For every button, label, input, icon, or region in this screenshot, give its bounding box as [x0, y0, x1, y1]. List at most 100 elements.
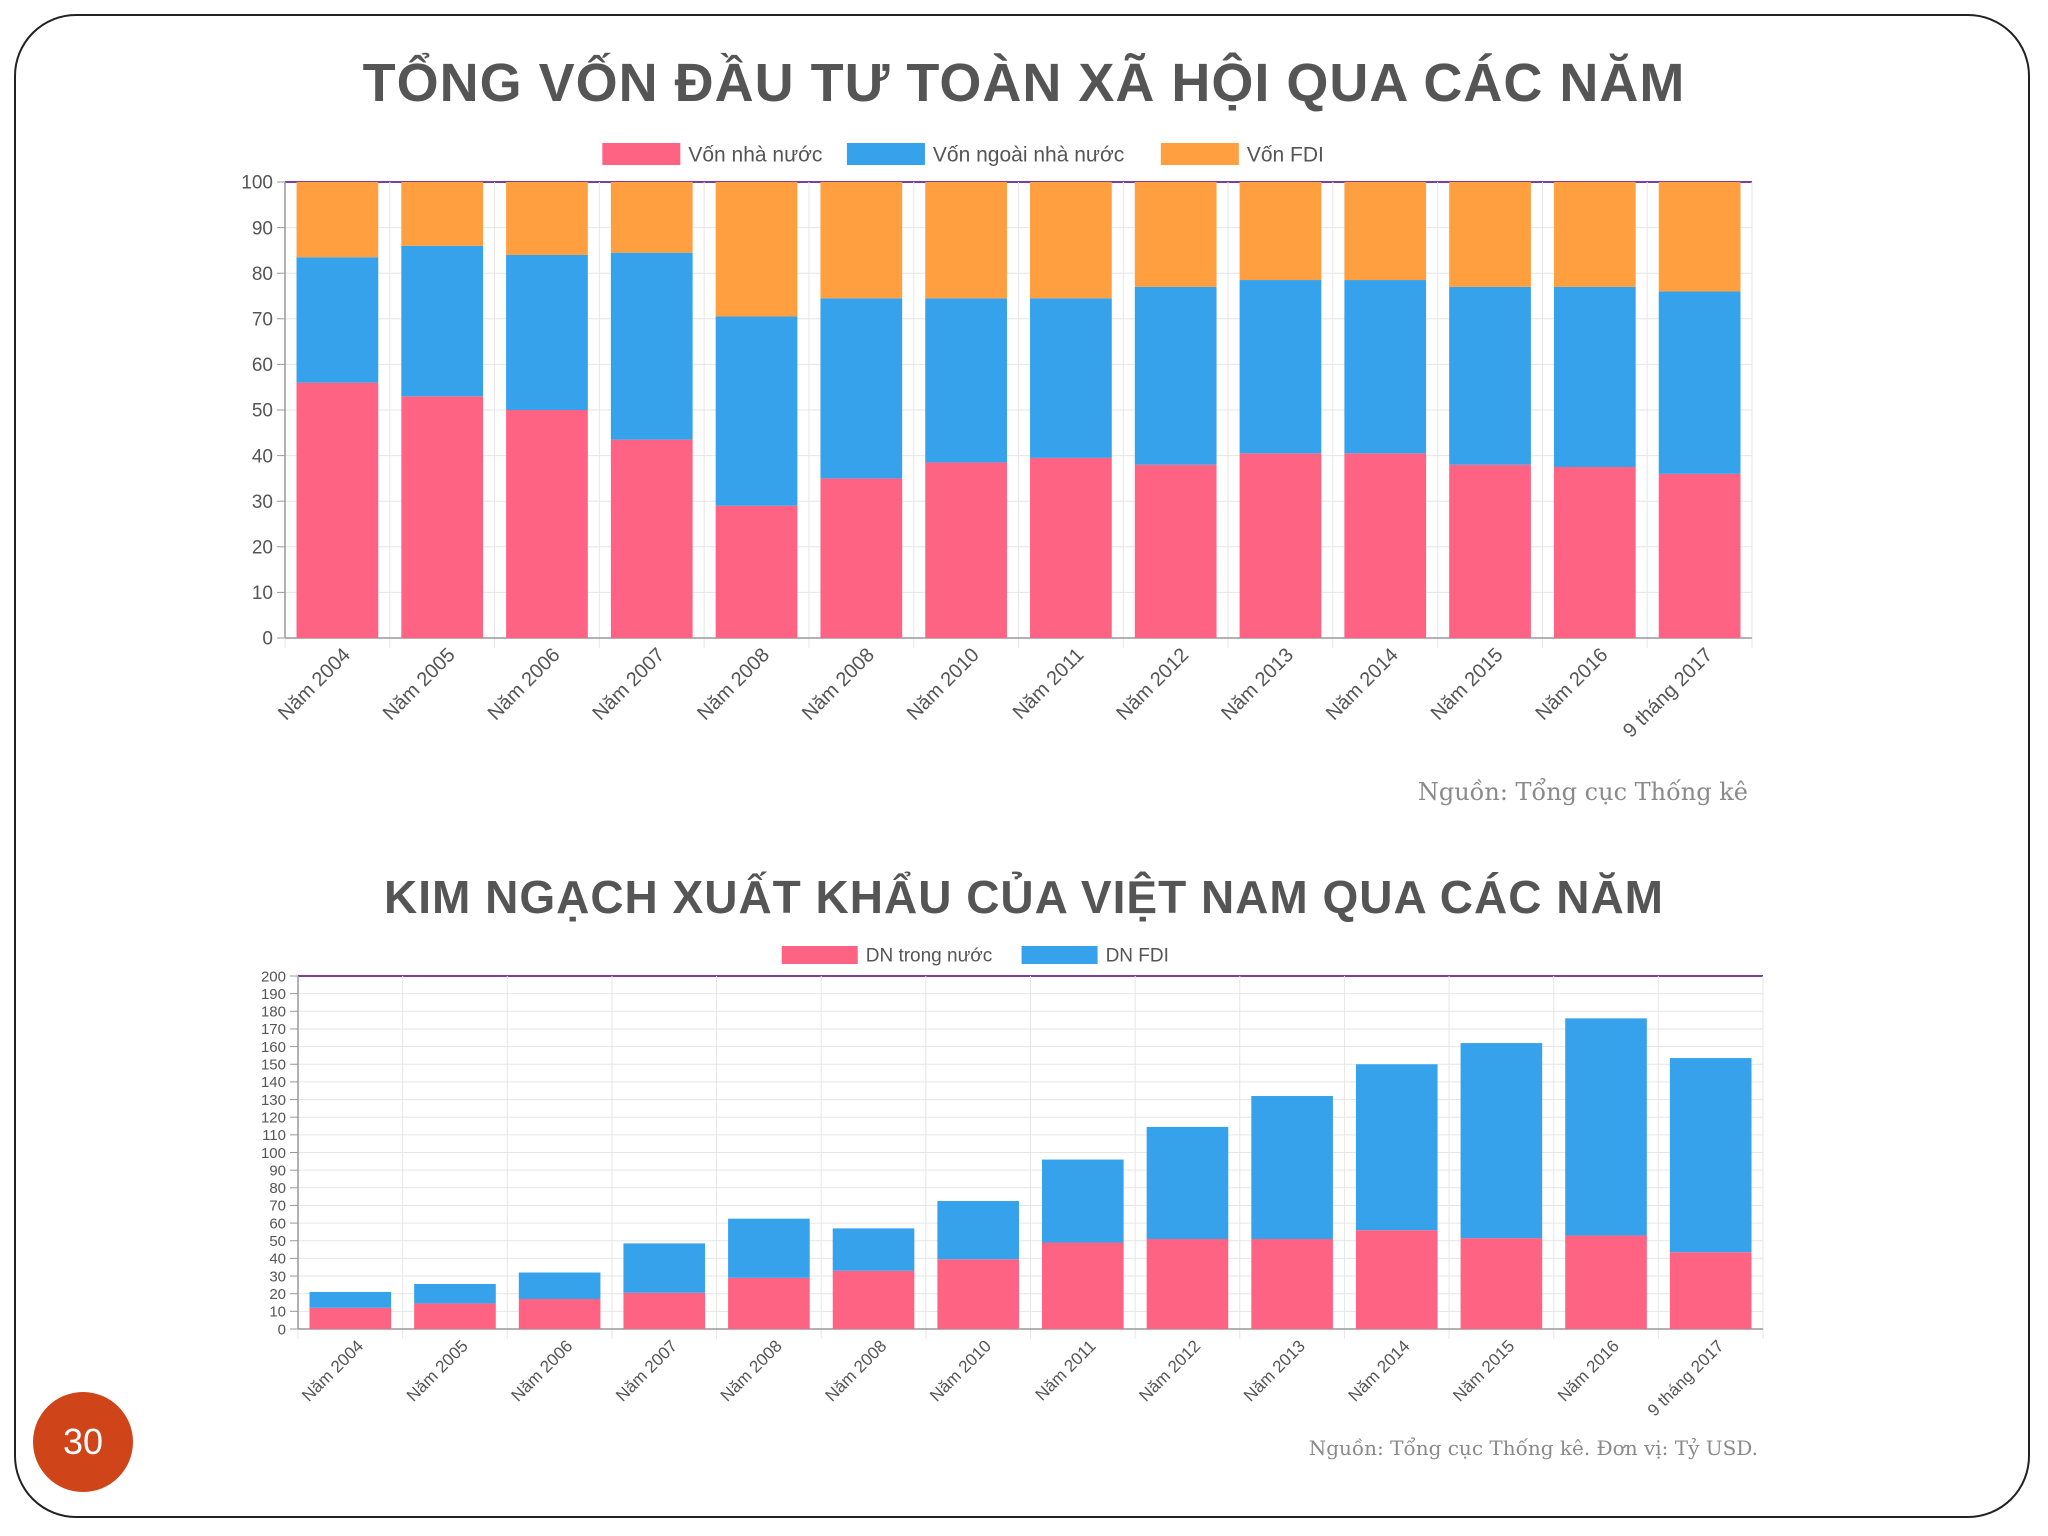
- bar-1-4: [610, 439, 693, 638]
- bar-1-12: [1460, 1238, 1543, 1329]
- bar-3-9: [1134, 182, 1217, 287]
- x-tick-label: Năm 2010: [926, 1336, 995, 1405]
- legend-label-2: Vốn ngoài nhà nước: [933, 143, 1124, 166]
- bar-2-1: [309, 1291, 392, 1308]
- y-tick-label: 180: [261, 1004, 286, 1021]
- bar-1-7: [937, 1259, 1019, 1329]
- legend-swatch-2: [846, 143, 925, 165]
- bar-2-13: [1553, 286, 1636, 467]
- source-note-exports: Nguồn: Tổng cục Thống kê. Đơn vị: Tỷ USD…: [1308, 1436, 1758, 1460]
- bar-1-2: [414, 1303, 496, 1329]
- y-tick-label: 130: [261, 1092, 286, 1109]
- source-note-investment: Nguồn: Tổng cục Thống kê: [1417, 778, 1748, 806]
- bar-2-8: [1042, 1159, 1124, 1243]
- y-tick-label: 160: [261, 1039, 286, 1056]
- bar-1-10: [1251, 1238, 1333, 1329]
- bar-2-12: [1460, 1043, 1543, 1239]
- bar-2-4: [623, 1243, 706, 1293]
- legend-swatch-3: [1160, 143, 1239, 165]
- chart-title-investment: TỔNG VỐN ĐẦU TƯ TOÀN XÃ HỘI QUA CÁC NĂM: [362, 53, 1686, 113]
- bar-1-13: [1553, 467, 1636, 638]
- bar-1-5: [715, 505, 798, 638]
- bar-2-9: [1134, 286, 1217, 465]
- legend-label-1: DN trong nước: [866, 946, 993, 967]
- y-tick-label: 0: [262, 629, 273, 650]
- bar-1-1: [296, 382, 379, 638]
- bar-2-14: [1658, 291, 1741, 474]
- bar-2-2: [414, 1283, 496, 1304]
- bar-3-13: [1553, 182, 1636, 287]
- bar-2-11: [1344, 280, 1427, 454]
- y-tick-label: 0: [278, 1321, 286, 1338]
- y-tick-label: 80: [269, 1180, 286, 1197]
- x-tick-label: Năm 2015: [1449, 1336, 1518, 1405]
- bar-2-6: [820, 298, 903, 479]
- bar-2-3: [518, 1272, 601, 1299]
- page-number-badge: 30: [33, 1392, 133, 1492]
- y-tick-label: 200: [261, 968, 286, 985]
- y-tick-label: 20: [252, 537, 273, 558]
- y-tick-label: 190: [261, 986, 286, 1003]
- x-tick-label: Năm 2006: [508, 1336, 577, 1405]
- x-tick-label: Năm 2011: [1032, 1336, 1100, 1404]
- bar-2-5: [728, 1218, 810, 1278]
- bar-3-12: [1449, 182, 1531, 287]
- bar-2-10: [1251, 1096, 1333, 1239]
- y-tick-label: 80: [252, 264, 273, 285]
- legend-label-1: Vốn nhà nước: [688, 143, 822, 166]
- bar-1-14: [1669, 1252, 1752, 1329]
- legend-swatch-2: [1021, 946, 1098, 964]
- bar-1-12: [1449, 464, 1531, 638]
- bar-2-1: [296, 257, 379, 383]
- bar-1-3: [506, 410, 588, 638]
- y-tick-label: 140: [261, 1074, 286, 1091]
- legend-label-3: Vốn FDI: [1247, 143, 1324, 166]
- bar-1-7: [925, 462, 1007, 638]
- y-tick-label: 90: [252, 218, 273, 239]
- bar-3-7: [925, 182, 1007, 299]
- x-tick-label: Năm 2016: [1554, 1336, 1623, 1405]
- bar-2-7: [925, 298, 1007, 463]
- y-tick-label: 90: [269, 1162, 286, 1179]
- bar-1-8: [1030, 457, 1112, 638]
- bar-3-11: [1344, 182, 1427, 281]
- bar-3-8: [1030, 182, 1112, 299]
- x-tick-label: Năm 2004: [298, 1336, 367, 1405]
- y-tick-label: 60: [252, 355, 273, 376]
- x-tick-label: Năm 2008: [717, 1336, 786, 1405]
- bar-2-8: [1030, 298, 1112, 458]
- y-tick-label: 50: [252, 401, 273, 422]
- legend-swatch-1: [602, 143, 681, 165]
- y-tick-label: 120: [261, 1109, 286, 1126]
- bar-3-5: [715, 182, 798, 317]
- bar-2-9: [1146, 1126, 1229, 1239]
- bar-3-14: [1658, 182, 1741, 292]
- y-tick-label: 70: [269, 1198, 286, 1215]
- x-tick-label: Năm 2008: [821, 1336, 890, 1405]
- x-tick-label: 9 tháng 2017: [1644, 1336, 1728, 1420]
- bar-1-6: [820, 478, 903, 638]
- bar-1-6: [832, 1270, 915, 1329]
- y-tick-label: 30: [269, 1268, 286, 1285]
- bar-1-10: [1239, 453, 1322, 638]
- bar-2-4: [610, 252, 693, 440]
- bar-1-3: [518, 1298, 601, 1329]
- bar-2-13: [1565, 1018, 1647, 1236]
- bar-2-11: [1355, 1064, 1438, 1231]
- y-tick-label: 30: [252, 492, 273, 513]
- bar-2-14: [1669, 1058, 1752, 1253]
- y-tick-label: 100: [241, 173, 273, 194]
- bar-1-2: [401, 396, 484, 638]
- y-tick-label: 60: [269, 1215, 286, 1232]
- legend-swatch-1: [781, 946, 858, 964]
- y-tick-label: 10: [269, 1304, 286, 1321]
- x-tick-label: Năm 2005: [403, 1336, 472, 1405]
- x-tick-label: Năm 2012: [1135, 1336, 1204, 1405]
- bar-1-1: [309, 1307, 392, 1329]
- exports-stacked-bar-chart: 0102030405060708090100110120130140150160…: [261, 946, 1764, 1420]
- y-tick-label: 150: [261, 1057, 286, 1074]
- bar-2-10: [1239, 280, 1322, 454]
- bar-1-9: [1134, 464, 1217, 638]
- bar-2-2: [401, 245, 484, 397]
